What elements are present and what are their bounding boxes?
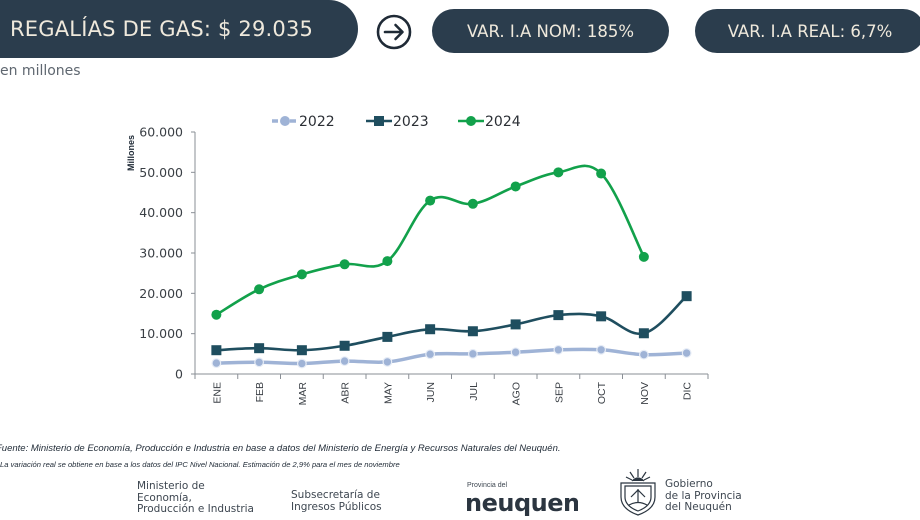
- y-tick-label: 60.000: [139, 125, 183, 140]
- data-point-square: [211, 345, 222, 356]
- line-chart: 0 10.000 20.000 30.000 40.000 50.000 60.000Mil…: [126, 114, 709, 406]
- data-point-circle: [510, 347, 521, 358]
- data-point-circle: [382, 256, 393, 267]
- y-tick-label: 0: [175, 367, 183, 382]
- x-tick-label: FEB: [254, 382, 266, 402]
- gobierno-line-3: del Neuquén: [665, 501, 732, 513]
- data-point-square: [681, 291, 692, 302]
- y-tick-label: 50.000: [139, 165, 183, 180]
- x-tick-label: JUL: [468, 382, 480, 401]
- data-point-circle: [638, 349, 649, 360]
- units-subtitle: en millones: [0, 63, 81, 79]
- subsecretaria-label: Subsecretaría de Ingresos Públicos: [291, 489, 382, 513]
- series-2024: [211, 164, 649, 320]
- data-point-circle: [211, 309, 222, 320]
- series-2023: [211, 291, 692, 356]
- real-variation-label: VAR. I.A REAL: 6,7%: [727, 21, 893, 41]
- legend-label: 2024: [485, 114, 521, 130]
- x-tick-label: ABR: [340, 382, 352, 404]
- legend-marker-square: [374, 116, 384, 126]
- data-point-square: [254, 343, 265, 354]
- neuquen-logo: neuquen: [465, 489, 578, 517]
- legend-marker-circle: [466, 116, 476, 126]
- ministerio-line-2: Economía,: [137, 491, 192, 504]
- provincial-coat-of-arms-icon: [620, 469, 656, 516]
- data-point-circle: [638, 251, 649, 262]
- y-axis-label: Millones: [126, 135, 136, 171]
- gobierno-line-2: de la Provincia: [665, 489, 742, 502]
- series-2022: [211, 344, 692, 369]
- legend-label: 2022: [299, 114, 335, 130]
- data-point-circle: [553, 167, 564, 178]
- data-point-square: [296, 345, 307, 356]
- data-point-circle: [254, 357, 265, 368]
- x-tick-label: DIC: [682, 382, 694, 401]
- x-tick-label: JUN: [425, 382, 437, 402]
- gobierno-line-1: Gobierno: [665, 478, 713, 490]
- page-title: REGALÍAS DE GAS: $ 29.035: [10, 17, 314, 41]
- data-point-circle: [296, 269, 307, 280]
- nominal-variation-badge: VAR. I.A NOM: 185%: [432, 9, 669, 53]
- x-tick-label: SEP: [553, 382, 565, 403]
- series-line: [215, 164, 646, 317]
- data-point-circle: [425, 349, 436, 360]
- data-point-circle: [596, 344, 607, 355]
- x-tick-label: NOV: [639, 382, 651, 405]
- nominal-variation-label: VAR. I.A NOM: 185%: [466, 21, 635, 41]
- data-point-square: [339, 340, 350, 351]
- legend-item-2024: 2024: [458, 114, 521, 130]
- subsecretaria-line-2: Ingresos Públicos: [291, 500, 382, 513]
- data-point-square: [596, 311, 607, 322]
- ministerio-label: Ministerio de Economía, Producción e Ind…: [137, 480, 254, 516]
- data-point-circle: [254, 284, 265, 295]
- data-point-circle: [596, 168, 607, 179]
- methodology-note: La variación real se obtiene en base a l…: [0, 460, 400, 469]
- gobierno-label: Gobierno de la Provincia del Neuquén: [665, 478, 742, 514]
- data-point-square: [467, 326, 478, 337]
- subsecretaria-line-1: Subsecretaría de: [291, 489, 380, 501]
- arrow-right-circle-icon[interactable]: [376, 14, 412, 50]
- provincia-small-label: Provincia del: [467, 482, 508, 489]
- data-point-circle: [382, 357, 393, 367]
- data-point-circle: [553, 344, 564, 355]
- legend-item-2023: 2023: [366, 114, 429, 130]
- real-variation-badge: VAR. I.A REAL: 6,7%: [695, 9, 920, 53]
- source-note: Fuente: Ministerio de Economía, Producci…: [0, 443, 561, 454]
- data-point-circle: [681, 348, 692, 358]
- legend-item-2022: 2022: [272, 114, 335, 130]
- y-tick-label: 20.000: [139, 286, 183, 301]
- data-point-square: [638, 328, 649, 339]
- title-banner: REGALÍAS DE GAS: $ 29.035: [0, 0, 358, 58]
- data-point-circle: [467, 198, 478, 209]
- ministerio-line-1: Ministerio de: [137, 480, 205, 492]
- data-point-circle: [510, 181, 521, 192]
- data-point-square: [425, 324, 436, 335]
- data-point-circle: [467, 348, 478, 359]
- y-tick-label: 10.000: [139, 326, 183, 341]
- legend-marker-circle: [280, 116, 290, 126]
- svg-text:neuquen: neuquen: [465, 489, 578, 517]
- x-tick-label: OCT: [596, 381, 608, 404]
- x-tick-label: MAR: [297, 382, 309, 406]
- x-tick-label: MAY: [382, 382, 394, 404]
- data-point-circle: [211, 358, 222, 369]
- series-line: [215, 294, 688, 352]
- x-tick-label: ENE: [211, 382, 223, 404]
- data-point-square: [510, 319, 521, 330]
- y-tick-label: 40.000: [139, 205, 183, 220]
- data-point-circle: [296, 358, 307, 369]
- y-tick-label: 30.000: [139, 246, 183, 261]
- data-point-circle: [339, 259, 350, 270]
- ministerio-line-3: Producción e Industria: [137, 503, 254, 515]
- data-point-circle: [339, 356, 350, 366]
- data-point-circle: [425, 195, 436, 206]
- data-point-square: [382, 331, 393, 342]
- legend-label: 2023: [393, 114, 429, 130]
- series-line: [214, 347, 689, 366]
- x-tick-label: AGO: [511, 382, 523, 405]
- data-point-square: [553, 310, 564, 321]
